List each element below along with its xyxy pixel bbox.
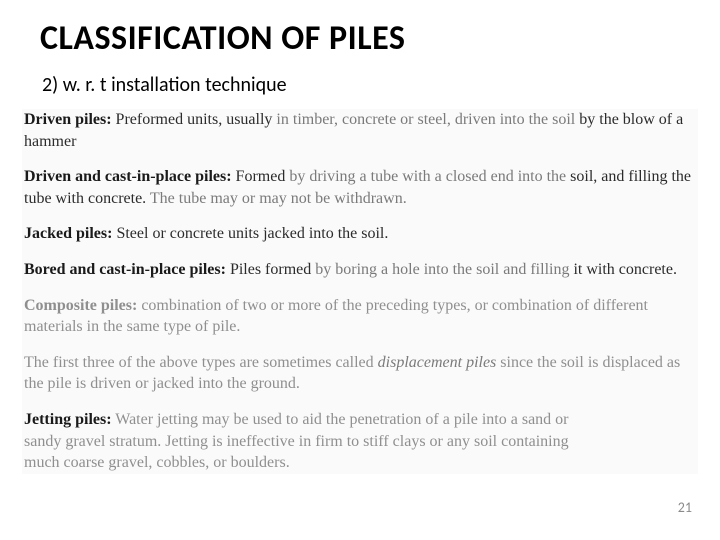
slide: CLASSIFICATION OF PILES 2) w. r. t insta…: [0, 0, 720, 540]
term-jacked: Jacked piles:: [24, 225, 112, 242]
text: Steel or concrete units jacked into the …: [112, 225, 388, 242]
term-driven: Driven piles:: [24, 111, 112, 128]
entry-jetting-piles: Jetting piles: Water jetting may be used…: [24, 409, 696, 474]
entry-composite-piles: Composite piles: combination of two or m…: [24, 295, 696, 338]
text: Piles formed: [226, 261, 315, 278]
text-faded: by driving a tube with a closed end into…: [289, 168, 566, 185]
text: The first three of the above types are s…: [24, 354, 378, 371]
subtitle: 2) w. r. t installation technique: [42, 73, 698, 97]
text-light: Water jetting may be used to aid the pen…: [112, 411, 569, 428]
entry-driven-cast-in-place: Driven and cast-in-place piles: Formed b…: [24, 166, 696, 209]
term-bored: Bored and cast-in-place piles:: [24, 261, 226, 278]
text: Formed: [232, 168, 290, 185]
text-faded: The tube may or may not be withdrawn.: [150, 190, 407, 207]
entry-driven-piles: Driven piles: Preformed units, usually i…: [24, 109, 696, 152]
text-faded: by boring a hole into the soil and filli…: [315, 261, 569, 278]
text-faded: in timber, concrete or steel, driven int…: [276, 111, 575, 128]
page-number: 21: [678, 499, 692, 516]
italic-term: displacement piles: [378, 354, 497, 371]
term-composite: Composite piles:: [24, 297, 137, 314]
text-light: much coarse gravel, cobbles, or boulders…: [24, 454, 290, 471]
text-light: sandy gravel stratum. Jetting is ineffec…: [24, 433, 569, 450]
term-driven-cast: Driven and cast-in-place piles:: [24, 168, 232, 185]
entry-jacked-piles: Jacked piles: Steel or concrete units ja…: [24, 223, 696, 245]
entry-displacement-note: The first three of the above types are s…: [24, 352, 696, 395]
text: it with concrete.: [569, 261, 677, 278]
term-jetting: Jetting piles:: [24, 411, 112, 428]
entry-bored-cast-in-place: Bored and cast-in-place piles: Piles for…: [24, 259, 696, 281]
scanned-text-block: Driven piles: Preformed units, usually i…: [22, 109, 698, 474]
page-title: CLASSIFICATION OF PILES: [40, 18, 698, 59]
text: Preformed units, usually: [112, 111, 277, 128]
